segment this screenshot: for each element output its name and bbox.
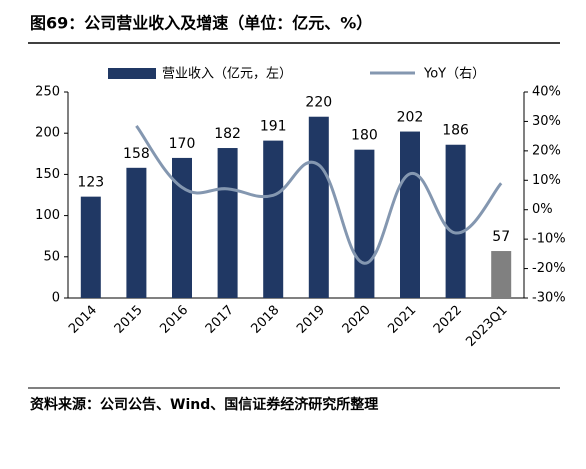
legend-label: YoY（右） — [423, 67, 485, 82]
x-tick-label: 2015 — [112, 303, 146, 337]
yoy-line — [135, 124, 503, 265]
bar — [80, 196, 101, 298]
chart-title: 图69：公司营业收入及增速（单位：亿元、%） — [30, 14, 372, 33]
bar — [308, 116, 329, 298]
y-tick-label: 100 — [35, 208, 60, 223]
x-tick-label: 2016 — [157, 303, 191, 337]
x-tick-label: 2019 — [294, 303, 328, 337]
bar — [445, 144, 466, 298]
bar-value-label: 186 — [442, 123, 469, 139]
y2-tick-label: 40% — [532, 85, 561, 100]
source: 资料来源：公司公告、Wind、国信证券经济研究所整理 — [30, 396, 378, 413]
y2-tick-label: -10% — [532, 232, 566, 247]
bar — [354, 149, 375, 298]
y-tick-label: 150 — [35, 167, 60, 182]
legend-swatch — [108, 68, 156, 79]
y2-tick-label: 30% — [532, 114, 561, 129]
bar-value-label: 220 — [305, 95, 332, 111]
bar — [126, 167, 147, 298]
bar-value-label: 180 — [351, 128, 378, 144]
bar — [172, 157, 192, 298]
x-tick-label: 2023Q1 — [463, 303, 510, 350]
x-tick-label: 2020 — [340, 303, 374, 337]
y-tick-label: 50 — [43, 249, 60, 264]
y-tick-label: 200 — [35, 126, 60, 141]
bar — [217, 148, 238, 298]
legend-label: 营业收入（亿元，左） — [162, 67, 292, 82]
x-tick-label: 2018 — [248, 303, 282, 337]
y2-tick-label: -30% — [532, 291, 566, 306]
x-tick-label: 2021 — [385, 303, 419, 337]
bar — [491, 251, 512, 298]
y2-tick-label: -20% — [532, 261, 566, 276]
x-tick-label: 2017 — [203, 303, 237, 337]
bar-value-label: 57 — [492, 229, 510, 245]
bar — [263, 140, 284, 298]
bar — [400, 131, 420, 298]
y2-tick-label: 0% — [532, 202, 553, 217]
bar-value-label: 170 — [169, 136, 196, 152]
x-tick-label: 2014 — [66, 303, 100, 337]
bar-value-label: 182 — [214, 126, 241, 142]
y-tick-label: 0 — [52, 291, 60, 306]
x-tick-label: 2022 — [431, 303, 465, 337]
bar-value-label: 123 — [77, 175, 104, 191]
bar-value-label: 158 — [123, 146, 150, 162]
bar-value-label: 202 — [397, 110, 424, 126]
bar-value-label: 191 — [260, 119, 287, 135]
y2-tick-label: 10% — [532, 173, 561, 188]
y-tick-label: 250 — [35, 85, 60, 100]
y2-tick-label: 20% — [532, 143, 561, 158]
